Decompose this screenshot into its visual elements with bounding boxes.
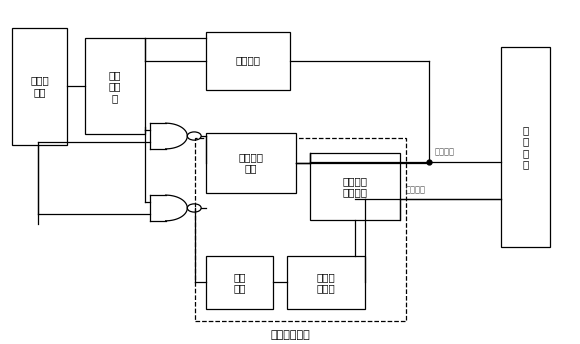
FancyBboxPatch shape	[85, 39, 146, 134]
FancyBboxPatch shape	[206, 132, 296, 193]
FancyBboxPatch shape	[206, 32, 290, 90]
FancyBboxPatch shape	[310, 153, 400, 220]
Text: 低端采
样电路: 低端采 样电路	[317, 272, 336, 293]
Text: 放大
电路: 放大 电路	[233, 272, 245, 293]
Text: 模数
转换
器: 模数 转换 器	[108, 70, 121, 103]
Text: 低电平线: 低电平线	[406, 185, 426, 194]
Text: 回码电流电路: 回码电流电路	[270, 330, 310, 340]
FancyBboxPatch shape	[287, 256, 365, 309]
FancyBboxPatch shape	[12, 28, 67, 144]
Text: 现
场
设
备: 现 场 设 备	[523, 125, 529, 170]
Text: 高端电流
映射电路: 高端电流 映射电路	[343, 176, 368, 197]
Text: 脉冲调制
电路: 脉冲调制 电路	[238, 152, 263, 173]
Text: 中央控
制器: 中央控 制器	[30, 76, 49, 97]
Text: 高电平线: 高电平线	[434, 148, 455, 157]
Text: 开关电路: 开关电路	[235, 56, 260, 66]
FancyBboxPatch shape	[501, 47, 550, 247]
FancyBboxPatch shape	[206, 256, 273, 309]
